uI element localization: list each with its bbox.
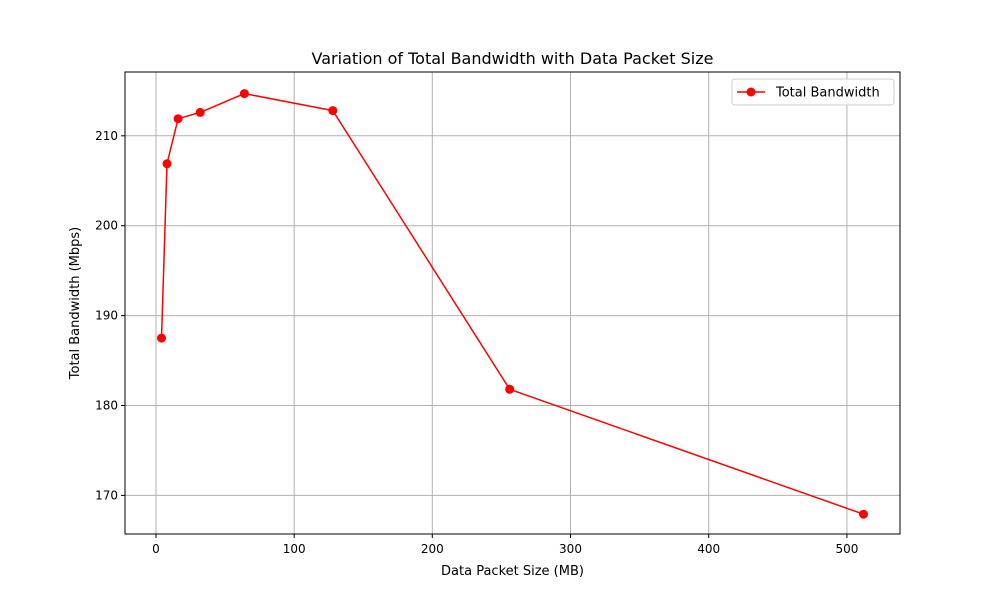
legend-box [731, 78, 895, 106]
y-tick: 180 [95, 399, 125, 413]
legend-label: Total Bandwidth [775, 86, 880, 101]
data-point [859, 509, 868, 519]
y-tick-label: 170 [95, 488, 118, 502]
chart-title: Variation of Total Bandwidth with Data P… [312, 49, 714, 68]
series-line [160, 92, 864, 515]
x-tick-label: 500 [835, 542, 858, 556]
y-tick: 170 [95, 488, 125, 502]
data-point [173, 114, 183, 124]
x-tick-label: 300 [559, 542, 582, 556]
x-tick-label: 400 [697, 542, 720, 556]
x-axis-label: Data Packet Size (MB) [441, 564, 584, 579]
y-tick-label: 190 [95, 309, 118, 323]
x-tick-label: 100 [283, 542, 306, 556]
x-tick: 400 [697, 534, 720, 556]
data-point [505, 384, 515, 394]
y-axis-ticks: 170 180 190 200 210 [95, 129, 125, 502]
x-tick-label: 200 [421, 542, 444, 556]
y-tick-label: 210 [95, 129, 118, 143]
data-point [239, 89, 249, 99]
y-tick-label: 200 [95, 219, 118, 233]
x-tick: 200 [421, 534, 444, 556]
x-axis-ticks: 0 100 200 300 400 500 [152, 534, 858, 556]
y-tick: 200 [95, 219, 125, 233]
plot-area-background [125, 72, 900, 534]
x-tick: 300 [559, 534, 582, 556]
grid-lines [125, 72, 900, 534]
data-point [157, 333, 166, 343]
data-point [195, 107, 205, 117]
x-tick: 0 [152, 534, 160, 556]
x-tick-label: 0 [152, 542, 160, 556]
data-point [162, 159, 172, 169]
y-tick: 190 [95, 309, 125, 323]
y-axis-label: Total Bandwidth (Mbps) [68, 227, 83, 380]
data-point [328, 106, 338, 116]
legend-marker-swatch [746, 87, 756, 97]
x-tick: 500 [835, 534, 858, 556]
y-tick-label: 180 [95, 399, 118, 413]
legend: Total Bandwidth [731, 78, 895, 106]
series-layer [157, 89, 868, 519]
y-tick: 210 [95, 129, 125, 143]
x-tick: 100 [283, 534, 306, 556]
plot-area-frame [124, 71, 901, 535]
